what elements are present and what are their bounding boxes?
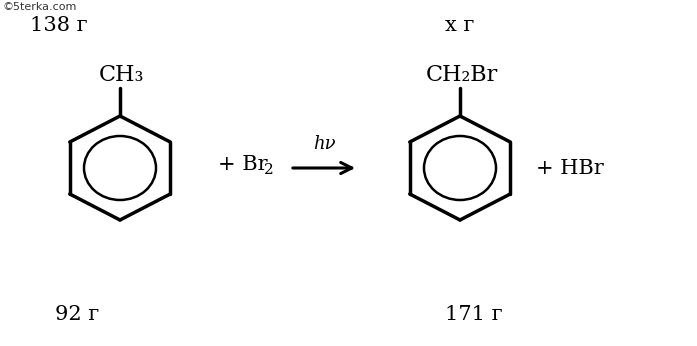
Text: 171 г: 171 г [445,305,503,324]
Text: CH₂Br: CH₂Br [426,64,498,86]
Text: + Br: + Br [218,155,268,173]
Text: 2: 2 [264,163,274,177]
Text: x г: x г [445,16,475,35]
Text: CH₃: CH₃ [99,64,145,86]
Text: hν: hν [313,135,335,153]
Text: + HBr: + HBr [536,158,604,177]
Text: 138 г: 138 г [30,16,88,35]
Text: ©5terka.com: ©5terka.com [3,2,77,12]
Text: 92 г: 92 г [55,305,99,324]
